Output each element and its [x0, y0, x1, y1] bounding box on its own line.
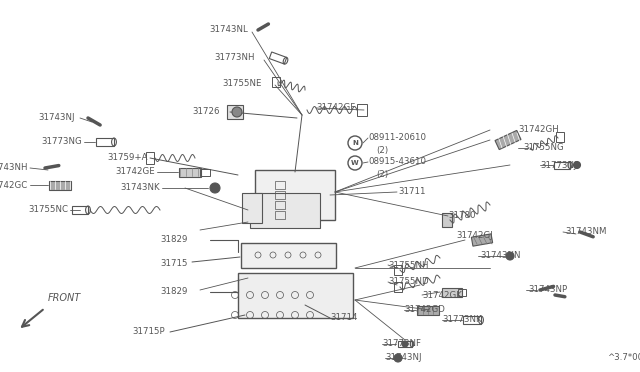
Text: 31755NE: 31755NE	[223, 78, 262, 87]
Text: 31755NG: 31755NG	[523, 144, 564, 153]
Text: 31743NJ: 31743NJ	[38, 113, 75, 122]
Polygon shape	[242, 193, 262, 223]
Text: 31742GD: 31742GD	[404, 305, 445, 314]
Text: 31773NF: 31773NF	[382, 340, 421, 349]
Circle shape	[210, 183, 220, 193]
Text: 31759+A: 31759+A	[108, 154, 148, 163]
Text: 31742GF: 31742GF	[316, 103, 355, 112]
Polygon shape	[442, 213, 452, 227]
Text: 31773NK: 31773NK	[442, 315, 482, 324]
Polygon shape	[442, 288, 462, 296]
Text: 31743NK: 31743NK	[120, 183, 160, 192]
Text: 31742GK: 31742GK	[422, 291, 462, 299]
Circle shape	[573, 161, 580, 169]
Text: 31743NL: 31743NL	[209, 26, 248, 35]
Polygon shape	[237, 273, 353, 317]
Text: 31755NH: 31755NH	[388, 260, 429, 269]
Text: 31711: 31711	[398, 187, 426, 196]
Text: 31755NC: 31755NC	[28, 205, 68, 215]
Text: 31743NJ: 31743NJ	[385, 353, 422, 362]
Text: 31714: 31714	[330, 314, 358, 323]
Text: W: W	[351, 160, 359, 166]
Text: ^3.7*0089: ^3.7*0089	[607, 353, 640, 362]
Text: 31773NG: 31773NG	[41, 138, 82, 147]
Text: 31742GE: 31742GE	[115, 167, 155, 176]
Text: 31755ND: 31755ND	[388, 278, 429, 286]
Polygon shape	[250, 192, 320, 228]
Text: 31780: 31780	[448, 212, 476, 221]
Text: FRONT: FRONT	[48, 293, 81, 303]
Polygon shape	[179, 167, 201, 176]
Circle shape	[402, 341, 408, 347]
Text: 08911-20610: 08911-20610	[368, 134, 426, 142]
Circle shape	[506, 252, 514, 260]
Polygon shape	[227, 105, 243, 119]
Text: 31743NM: 31743NM	[565, 228, 607, 237]
Text: 31743NH: 31743NH	[0, 164, 28, 173]
Polygon shape	[241, 243, 335, 267]
Text: 31743NP: 31743NP	[528, 285, 567, 295]
Text: 31773NH: 31773NH	[214, 54, 255, 62]
Circle shape	[232, 107, 242, 117]
Text: 31829: 31829	[161, 288, 188, 296]
Polygon shape	[49, 180, 71, 189]
Text: 31715: 31715	[161, 260, 188, 269]
Text: 31742GJ: 31742GJ	[456, 231, 493, 241]
Polygon shape	[417, 305, 439, 314]
Text: (2): (2)	[376, 145, 388, 154]
Polygon shape	[472, 234, 493, 246]
Polygon shape	[495, 131, 521, 150]
Text: 31715P: 31715P	[132, 327, 165, 337]
Text: 08915-43610: 08915-43610	[368, 157, 426, 167]
Circle shape	[394, 354, 402, 362]
Text: (2): (2)	[376, 170, 388, 179]
Text: 31829: 31829	[161, 235, 188, 244]
Polygon shape	[255, 170, 335, 220]
Text: 31742GH: 31742GH	[518, 125, 559, 135]
Text: 31743NN: 31743NN	[480, 251, 520, 260]
Text: N: N	[352, 140, 358, 146]
Text: 31726: 31726	[193, 108, 220, 116]
Text: 31742GC: 31742GC	[0, 180, 28, 189]
Text: 31773NJ: 31773NJ	[540, 160, 577, 170]
